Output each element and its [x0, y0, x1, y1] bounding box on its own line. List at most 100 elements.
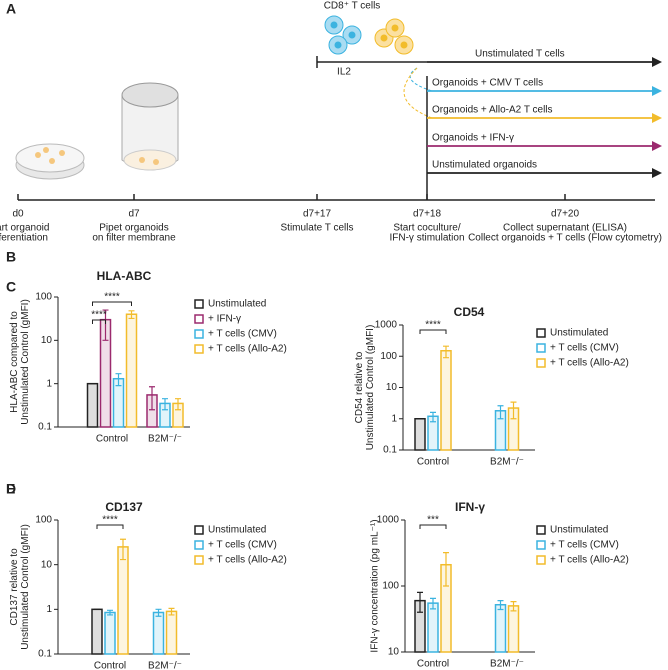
error-bar: [162, 398, 168, 411]
y-tick-label: 100: [380, 351, 397, 362]
x-tick-label: Control: [94, 661, 126, 670]
legend-label: + IFN-γ: [208, 314, 241, 325]
dashed-link: [403, 67, 433, 119]
error-bar: [443, 552, 449, 587]
bar: [152, 611, 165, 655]
y-axis-label: CD54 relative to: [354, 351, 365, 423]
panel-label: D: [6, 481, 16, 497]
legend-label: + T cells (Allo-A2): [550, 555, 629, 566]
bar: [414, 418, 426, 451]
legend-label: + T cells (CMV): [550, 540, 619, 551]
bar: [117, 546, 129, 655]
y-axis-label: IFN-γ concentration (pg mL⁻¹): [370, 519, 381, 652]
legend-marker: [194, 540, 204, 550]
dashed-link: [409, 67, 433, 92]
panel-label: E: [6, 481, 15, 497]
significance-label: ****: [104, 292, 120, 303]
error-bar: [510, 401, 517, 420]
legend-marker: [536, 540, 546, 550]
legend-label: Unstimulated: [208, 299, 266, 310]
x-tick-label: Control: [417, 457, 449, 468]
panel-label: B: [6, 249, 16, 265]
day-description: Collect supernatant (ELISA): [503, 223, 627, 234]
legend-marker: [194, 329, 204, 339]
day-label: d0: [12, 209, 24, 220]
y-axis-label: Unstimulated Control (gMFI): [20, 524, 31, 650]
legend-marker: [536, 343, 546, 353]
error-bar: [417, 591, 423, 613]
error-bar: [102, 309, 109, 341]
legend-label: + T cells (CMV): [208, 540, 277, 551]
day-label: d7+18: [413, 209, 442, 220]
bar: [91, 608, 103, 655]
il2-label: IL2: [337, 67, 351, 78]
insert-drawing: [121, 82, 179, 171]
y-tick-label: 10: [41, 335, 53, 346]
legend-marker: [194, 314, 204, 324]
panel-label: A: [6, 1, 16, 17]
x-tick-label: B2M⁻/⁻: [148, 434, 182, 445]
chart-title: IFN-γ: [455, 500, 485, 514]
day-label: d7+20: [551, 209, 580, 220]
bar: [440, 349, 452, 451]
y-axis-label: Unstimulated Control (gMFI): [365, 325, 376, 451]
bar: [494, 603, 507, 653]
arrow-head: [652, 141, 662, 151]
y-axis-label: HLA-ABC compared to: [9, 311, 20, 413]
legend-label: + T cells (Allo-A2): [550, 358, 629, 369]
day-description: Collect organoids + T cells (Flow cytome…: [468, 233, 662, 244]
day-description: Start coculture/: [393, 223, 460, 234]
error-bar: [155, 608, 162, 617]
y-axis-label: CD137 relative to: [9, 548, 20, 626]
legend-label: + T cells (CMV): [208, 329, 277, 340]
y-tick-label: 100: [35, 515, 52, 526]
arm-label: Organoids + CMV T cells: [432, 78, 543, 89]
x-tick-label: Control: [96, 434, 128, 445]
x-tick-label: B2M⁻/⁻: [148, 661, 182, 670]
error-bar: [497, 600, 504, 611]
x-tick-label: B2M⁻/⁻: [490, 457, 524, 468]
panel-label: C: [6, 279, 16, 295]
legend-label: + T cells (Allo-A2): [208, 344, 287, 355]
bar: [104, 611, 116, 655]
t-cell-icons: [324, 15, 414, 55]
bar: [125, 313, 138, 428]
error-bar: [497, 405, 504, 420]
legend-marker: [194, 344, 204, 354]
chart-title: CD137: [105, 500, 143, 514]
day-description: differentiation: [0, 233, 48, 244]
bar: [86, 382, 99, 428]
error-bar: [120, 538, 126, 561]
day-description: on filter membrane: [92, 233, 176, 244]
arrow-head: [652, 168, 662, 178]
day-description: Pipet organoids: [99, 223, 169, 234]
legend-label: + T cells (CMV): [550, 343, 619, 354]
error-bar: [128, 310, 135, 320]
error-bar: [168, 607, 175, 616]
legend-marker: [194, 555, 204, 565]
error-bar: [430, 411, 436, 423]
y-tick-label: 100: [35, 292, 52, 303]
arm-label: Organoids + Allo-A2 T cells: [432, 105, 553, 116]
y-tick-label: 0.1: [38, 422, 52, 433]
arm-label: Unstimulated organoids: [432, 160, 537, 171]
bar: [165, 610, 178, 655]
arm-label: Unstimulated T cells: [475, 49, 565, 60]
bar: [507, 605, 520, 653]
legend-marker: [536, 525, 546, 535]
day-description: IFN-γ stimulation: [389, 233, 464, 244]
y-tick-label: 1: [46, 604, 52, 615]
arrow-head: [652, 113, 662, 123]
arm-label: Organoids + IFN-γ: [432, 133, 514, 144]
significance-label: ***: [427, 515, 439, 526]
significance-bracket: [92, 319, 106, 324]
significance-label: ****: [425, 320, 441, 331]
legend-label: Unstimulated: [550, 328, 608, 339]
y-tick-label: 10: [388, 647, 400, 658]
y-tick-label: 1: [391, 413, 397, 424]
y-tick-label: 1: [46, 378, 52, 389]
day-description: Stimulate T cells: [281, 223, 354, 234]
arrow-head: [652, 57, 662, 67]
y-tick-label: 0.1: [38, 649, 52, 660]
